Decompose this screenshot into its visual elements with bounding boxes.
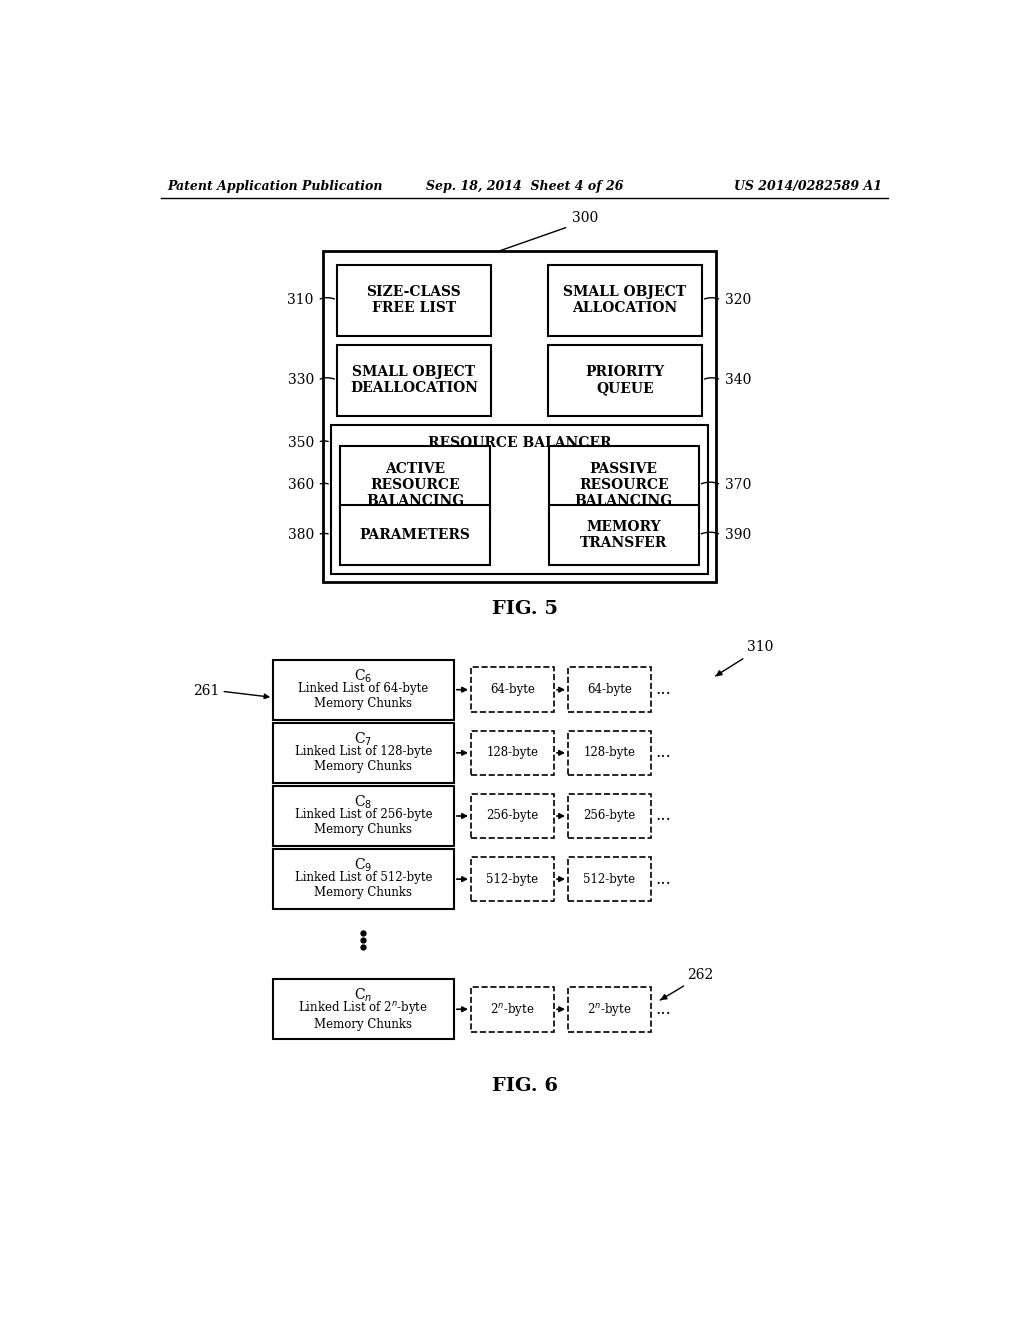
Text: C$_{7}$: C$_{7}$ [354, 730, 373, 748]
Text: MEMORY
TRANSFER: MEMORY TRANSFER [581, 520, 668, 550]
Text: ...: ... [655, 1001, 672, 1018]
Bar [568, 668, 651, 711]
Text: 512-byte: 512-byte [584, 873, 636, 886]
Bar [471, 987, 554, 1032]
Text: 512-byte: 512-byte [486, 873, 539, 886]
Text: ...: ... [655, 681, 672, 698]
Text: 370: 370 [725, 478, 752, 492]
Bar [273, 723, 454, 783]
Bar [273, 849, 454, 909]
Text: 350: 350 [288, 436, 313, 450]
Text: 64-byte: 64-byte [490, 684, 535, 696]
Text: C$_{9}$: C$_{9}$ [354, 857, 373, 874]
Bar [568, 987, 651, 1032]
Text: 390: 390 [725, 528, 752, 543]
Text: SIZE-CLASS
FREE LIST: SIZE-CLASS FREE LIST [367, 285, 461, 315]
Bar [273, 660, 454, 719]
Text: Linked List of 64-byte
Memory Chunks: Linked List of 64-byte Memory Chunks [298, 682, 429, 710]
Text: 300: 300 [571, 211, 598, 224]
Bar [549, 506, 698, 565]
Text: 128-byte: 128-byte [486, 746, 539, 759]
Text: PASSIVE
RESOURCE
BALANCING: PASSIVE RESOURCE BALANCING [574, 462, 673, 508]
Bar [548, 264, 701, 335]
Text: 128-byte: 128-byte [584, 746, 636, 759]
Text: 2$^n$-byte: 2$^n$-byte [490, 1001, 535, 1018]
Text: 360: 360 [288, 478, 313, 492]
Bar [331, 425, 708, 574]
Text: FIG. 5: FIG. 5 [492, 599, 558, 618]
Text: 310: 310 [746, 640, 773, 655]
Text: 330: 330 [288, 374, 313, 387]
Text: C$_{8}$: C$_{8}$ [354, 793, 373, 810]
Text: 380: 380 [288, 528, 313, 543]
Text: PARAMETERS: PARAMETERS [359, 528, 470, 543]
Text: Sep. 18, 2014  Sheet 4 of 26: Sep. 18, 2014 Sheet 4 of 26 [426, 181, 624, 194]
Text: SMALL OBJECT
DEALLOCATION: SMALL OBJECT DEALLOCATION [350, 366, 478, 395]
Text: ...: ... [655, 744, 672, 762]
Text: 64-byte: 64-byte [587, 684, 632, 696]
Bar [471, 730, 554, 775]
Text: Linked List of 128-byte
Memory Chunks: Linked List of 128-byte Memory Chunks [295, 744, 432, 774]
Text: FIG. 6: FIG. 6 [492, 1077, 558, 1096]
Bar [548, 345, 701, 416]
Text: 256-byte: 256-byte [486, 809, 539, 822]
Text: 310: 310 [288, 293, 313, 308]
Text: ...: ... [655, 871, 672, 887]
Text: PRIORITY
QUEUE: PRIORITY QUEUE [586, 366, 665, 395]
Text: 262: 262 [687, 969, 714, 982]
Text: 2$^n$-byte: 2$^n$-byte [588, 1001, 632, 1018]
Bar [273, 785, 454, 846]
Bar [568, 857, 651, 902]
Text: Linked List of 512-byte
Memory Chunks: Linked List of 512-byte Memory Chunks [295, 871, 432, 899]
Bar [549, 446, 698, 524]
Bar [568, 793, 651, 838]
Bar [471, 857, 554, 902]
Text: 261: 261 [193, 684, 219, 698]
Bar [340, 506, 490, 565]
Bar [337, 345, 490, 416]
Bar [273, 979, 454, 1039]
Text: RESOURCE BALANCER: RESOURCE BALANCER [428, 437, 611, 450]
Text: 256-byte: 256-byte [584, 809, 636, 822]
Text: Patent Application Publication: Patent Application Publication [168, 181, 383, 194]
Text: US 2014/0282589 A1: US 2014/0282589 A1 [734, 181, 882, 194]
Text: 320: 320 [725, 293, 752, 308]
Bar [340, 446, 490, 524]
Text: ...: ... [655, 808, 672, 825]
Bar [337, 264, 490, 335]
Text: Linked List of 256-byte
Memory Chunks: Linked List of 256-byte Memory Chunks [295, 808, 432, 836]
Bar [568, 730, 651, 775]
Text: C$_n$: C$_n$ [354, 987, 373, 1005]
Text: Linked List of 2$^n$-byte
Memory Chunks: Linked List of 2$^n$-byte Memory Chunks [298, 999, 428, 1031]
Text: SMALL OBJECT
ALLOCATION: SMALL OBJECT ALLOCATION [563, 285, 686, 315]
Bar [471, 793, 554, 838]
Text: ACTIVE
RESOURCE
BALANCING: ACTIVE RESOURCE BALANCING [366, 462, 464, 508]
Text: 340: 340 [725, 374, 752, 387]
Bar [471, 668, 554, 711]
Bar [323, 251, 716, 582]
Text: C$_{6}$: C$_{6}$ [354, 668, 373, 685]
